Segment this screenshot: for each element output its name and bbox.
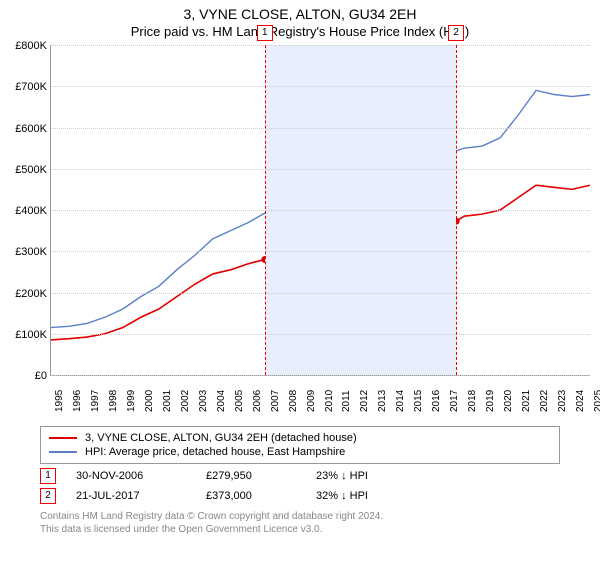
x-tick-label: 2023 — [557, 390, 563, 412]
x-tick-label: 2002 — [180, 390, 186, 412]
sale-date: 30-NOV-2006 — [76, 470, 186, 482]
y-tick-label: £0 — [3, 370, 47, 382]
x-tick-label: 2008 — [288, 390, 294, 412]
legend-label: HPI: Average price, detached house, East… — [85, 446, 345, 458]
sale-marker: 1 — [257, 25, 273, 41]
x-tick-label: 1996 — [72, 390, 78, 412]
legend-item: HPI: Average price, detached house, East… — [49, 445, 551, 459]
x-tick-label: 2016 — [431, 390, 437, 412]
page-subtitle: Price paid vs. HM Land Registry's House … — [0, 24, 600, 39]
footer-line: This data is licensed under the Open Gov… — [40, 523, 560, 536]
sale-price: £373,000 — [206, 490, 296, 502]
x-tick-label: 2020 — [503, 390, 509, 412]
x-tick-label: 2004 — [216, 390, 222, 412]
x-tick-label: 2010 — [324, 390, 330, 412]
x-tick-label: 2005 — [234, 390, 240, 412]
y-tick-label: £600K — [3, 123, 47, 135]
x-axis-labels: 1995 1996 1997 1998 1999 2000 2001 2002 2003 2004… — [50, 376, 590, 418]
x-tick-label: 2011 — [341, 390, 347, 412]
sale-date: 21-JUL-2017 — [76, 490, 186, 502]
footer: Contains HM Land Registry data © Crown c… — [40, 510, 560, 536]
legend-swatch — [49, 437, 77, 439]
sale-price: £279,950 — [206, 470, 296, 482]
legend-item: 3, VYNE CLOSE, ALTON, GU34 2EH (detached… — [49, 431, 551, 445]
page-title: 3, VYNE CLOSE, ALTON, GU34 2EH — [0, 6, 600, 22]
x-tick-label: 1995 — [54, 390, 60, 412]
x-tick-label: 2006 — [252, 390, 258, 412]
y-tick-label: £200K — [3, 288, 47, 300]
sale-row: 2 21-JUL-2017 £373,000 32% ↓ HPI — [40, 488, 560, 504]
x-tick-label: 2025 — [593, 390, 599, 412]
y-tick-label: £100K — [3, 329, 47, 341]
sale-marker-box: 2 — [40, 488, 56, 504]
footer-line: Contains HM Land Registry data © Crown c… — [40, 510, 560, 523]
legend-swatch — [49, 451, 77, 453]
sale-diff: 23% ↓ HPI — [316, 470, 368, 482]
y-tick-label: £700K — [3, 81, 47, 93]
x-tick-label: 2018 — [467, 390, 473, 412]
legend: 3, VYNE CLOSE, ALTON, GU34 2EH (detached… — [40, 426, 560, 464]
x-tick-label: 2009 — [306, 390, 312, 412]
sale-marker-box: 1 — [40, 468, 56, 484]
x-tick-label: 2017 — [449, 390, 455, 412]
x-tick-label: 1999 — [126, 390, 132, 412]
sale-row: 1 30-NOV-2006 £279,950 23% ↓ HPI — [40, 468, 560, 484]
x-tick-label: 2007 — [270, 390, 276, 412]
x-tick-label: 1997 — [90, 390, 96, 412]
x-tick-label: 2019 — [485, 390, 491, 412]
x-tick-label: 2013 — [377, 390, 383, 412]
x-tick-label: 2021 — [521, 390, 527, 412]
price-chart: £0£100K£200K£300K£400K£500K£600K£700K£80… — [50, 45, 590, 376]
x-tick-label: 1998 — [108, 390, 114, 412]
y-tick-label: £500K — [3, 164, 47, 176]
x-tick-label: 2003 — [198, 390, 204, 412]
x-tick-label: 2012 — [359, 390, 365, 412]
x-tick-label: 2001 — [162, 390, 168, 412]
y-tick-label: £300K — [3, 246, 47, 258]
x-tick-label: 2024 — [575, 390, 581, 412]
x-tick-label: 2000 — [144, 390, 150, 412]
x-tick-label: 2022 — [539, 390, 545, 412]
x-tick-label: 2015 — [413, 390, 419, 412]
legend-label: 3, VYNE CLOSE, ALTON, GU34 2EH (detached… — [85, 432, 357, 444]
y-tick-label: £400K — [3, 205, 47, 217]
x-tick-label: 2014 — [395, 390, 401, 412]
sales-list: 1 30-NOV-2006 £279,950 23% ↓ HPI 2 21-JUL-201… — [0, 468, 600, 504]
y-tick-label: £800K — [3, 40, 47, 52]
sale-marker: 2 — [448, 25, 464, 41]
sale-diff: 32% ↓ HPI — [316, 490, 368, 502]
